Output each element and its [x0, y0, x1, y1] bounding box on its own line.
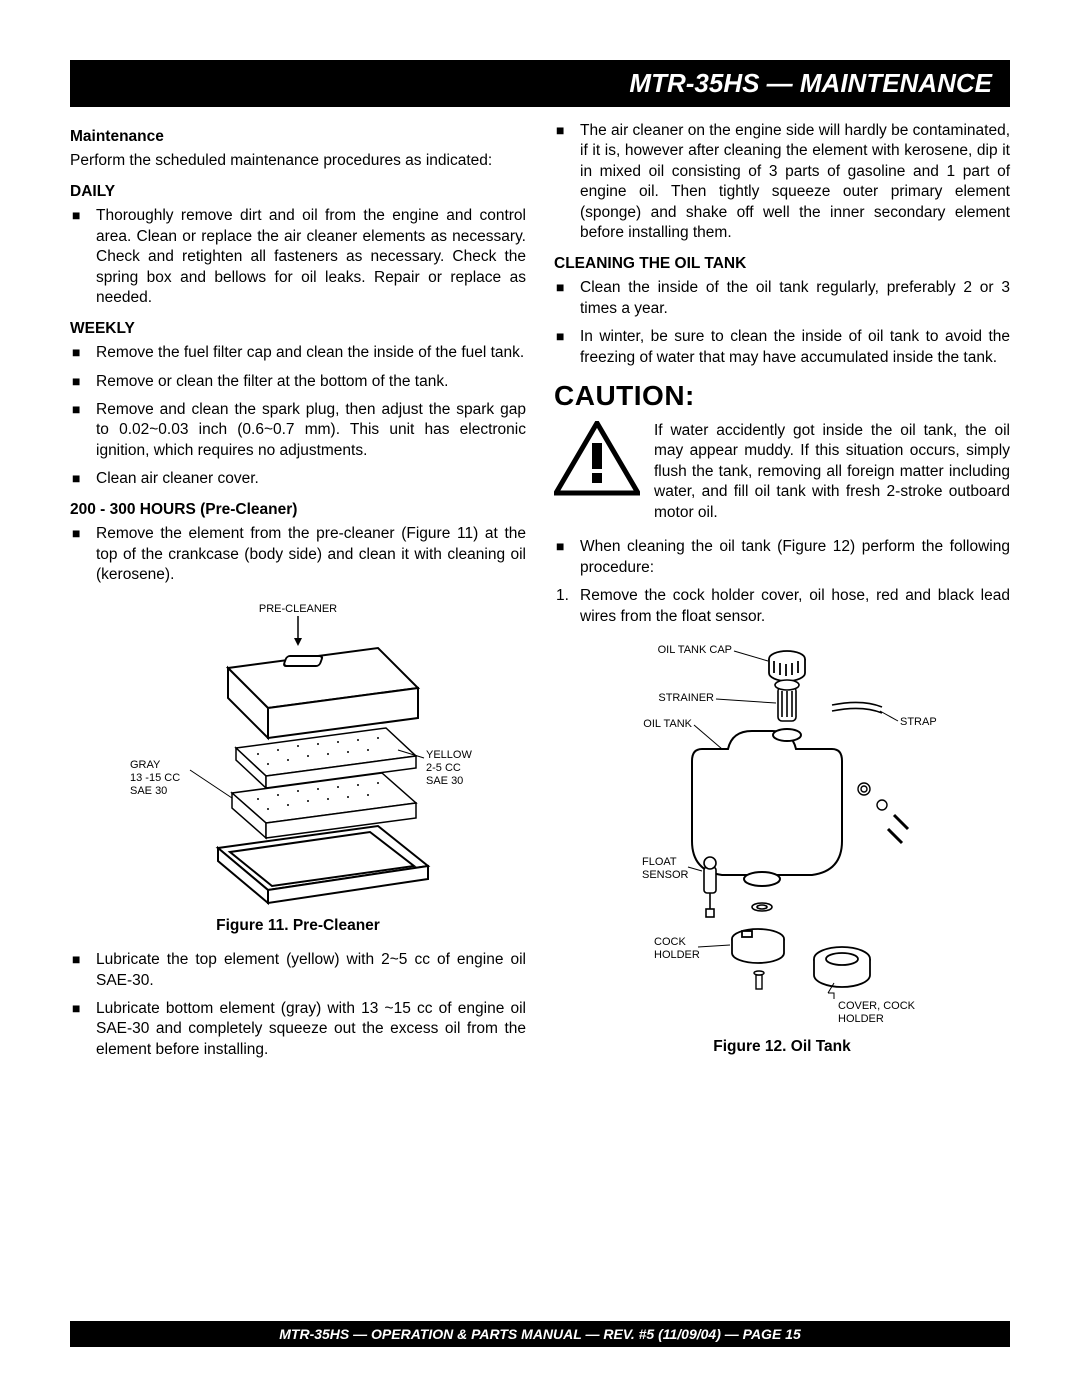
- list-item: In winter, be sure to clean the inside o…: [554, 327, 1010, 368]
- procedure-steps: 1.Remove the cock holder cover, oil hose…: [554, 586, 1010, 627]
- after-figure-list: Lubricate the top element (yellow) with …: [70, 950, 526, 1060]
- label-cover2: HOLDER: [838, 1013, 884, 1025]
- label-cock: COCK: [654, 936, 686, 948]
- heading-cleaning: CLEANING THE OIL TANK: [554, 254, 1010, 274]
- label-sensor: SENSOR: [642, 869, 689, 881]
- caution-text: If water accidently got inside the oil t…: [654, 421, 1010, 523]
- label-tank: OIL TANK: [643, 718, 692, 730]
- right-column: The air cleaner on the engine side will …: [554, 121, 1010, 1071]
- caution-heading: CAUTION:: [554, 378, 1010, 415]
- page-title-bar: MTR-35HS — MAINTENANCE: [70, 60, 1010, 107]
- list-item: Clean the inside of the oil tank regular…: [554, 278, 1010, 319]
- label-yellow-cc: 2-5 CC: [426, 762, 461, 774]
- heading-maintenance: Maintenance: [70, 127, 526, 147]
- figure-11-precleaner: PRE-CLEANER: [108, 598, 488, 908]
- intro-paragraph: Perform the scheduled maintenance proced…: [70, 151, 526, 171]
- label-yellow-sae: SAE 30: [426, 775, 463, 787]
- list-item: Remove or clean the filter at the bottom…: [70, 372, 526, 392]
- list-item: Remove the fuel filter cap and clean the…: [70, 343, 526, 363]
- list-item: Remove the element from the pre-cleaner …: [70, 524, 526, 585]
- list-item: Clean air cleaner cover.: [70, 469, 526, 489]
- footer-text: MTR-35HS — OPERATION & PARTS MANUAL — RE…: [279, 1326, 801, 1342]
- label-holder: HOLDER: [654, 949, 700, 961]
- list-item: Thoroughly remove dirt and oil from the …: [70, 206, 526, 308]
- heading-hours: 200 - 300 HOURS (Pre-Cleaner): [70, 500, 526, 520]
- label-precleaner: PRE-CLEANER: [259, 603, 337, 615]
- top-list: The air cleaner on the engine side will …: [554, 121, 1010, 244]
- list-item: Lubricate the top element (yellow) with …: [70, 950, 526, 991]
- figure-12-oiltank: OIL TANK CAP STRAINER STRAP: [582, 639, 982, 1029]
- label-gray-cc: 13 -15 CC: [130, 772, 180, 784]
- page-title: MTR-35HS — MAINTENANCE: [629, 68, 992, 98]
- label-cover1: COVER, COCK: [838, 1000, 916, 1012]
- list-item: The air cleaner on the engine side will …: [554, 121, 1010, 244]
- step-text: Remove the cock holder cover, oil hose, …: [580, 587, 1010, 624]
- caution-block: If water accidently got inside the oil t…: [554, 421, 1010, 523]
- list-item: Lubricate bottom element (gray) with 13 …: [70, 999, 526, 1060]
- label-strainer: STRAINER: [658, 692, 714, 704]
- left-column: Maintenance Perform the scheduled mainte…: [70, 121, 526, 1071]
- heading-daily: DAILY: [70, 182, 526, 202]
- hours-list: Remove the element from the pre-cleaner …: [70, 524, 526, 585]
- label-strap: STRAP: [900, 716, 937, 728]
- footer-bar: MTR-35HS — OPERATION & PARTS MANUAL — RE…: [70, 1321, 1010, 1347]
- label-float: FLOAT: [642, 856, 677, 868]
- cleaning-list: Clean the inside of the oil tank regular…: [554, 278, 1010, 368]
- procedure-intro-list: When cleaning the oil tank (Figure 12) p…: [554, 537, 1010, 578]
- heading-weekly: WEEKLY: [70, 319, 526, 339]
- two-column-layout: Maintenance Perform the scheduled mainte…: [70, 121, 1010, 1071]
- warning-triangle-icon: [554, 421, 640, 497]
- figure-12-caption: Figure 12. Oil Tank: [554, 1037, 1010, 1057]
- list-item: When cleaning the oil tank (Figure 12) p…: [554, 537, 1010, 578]
- label-gray-sae: SAE 30: [130, 785, 167, 797]
- label-gray: GRAY: [130, 759, 161, 771]
- label-yellow: YELLOW: [426, 749, 472, 761]
- list-item: Remove and clean the spark plug, then ad…: [70, 400, 526, 461]
- label-cap: OIL TANK CAP: [658, 644, 732, 656]
- weekly-list: Remove the fuel filter cap and clean the…: [70, 343, 526, 490]
- list-item: 1.Remove the cock holder cover, oil hose…: [554, 586, 1010, 627]
- daily-list: Thoroughly remove dirt and oil from the …: [70, 206, 526, 308]
- figure-11-caption: Figure 11. Pre-Cleaner: [70, 916, 526, 936]
